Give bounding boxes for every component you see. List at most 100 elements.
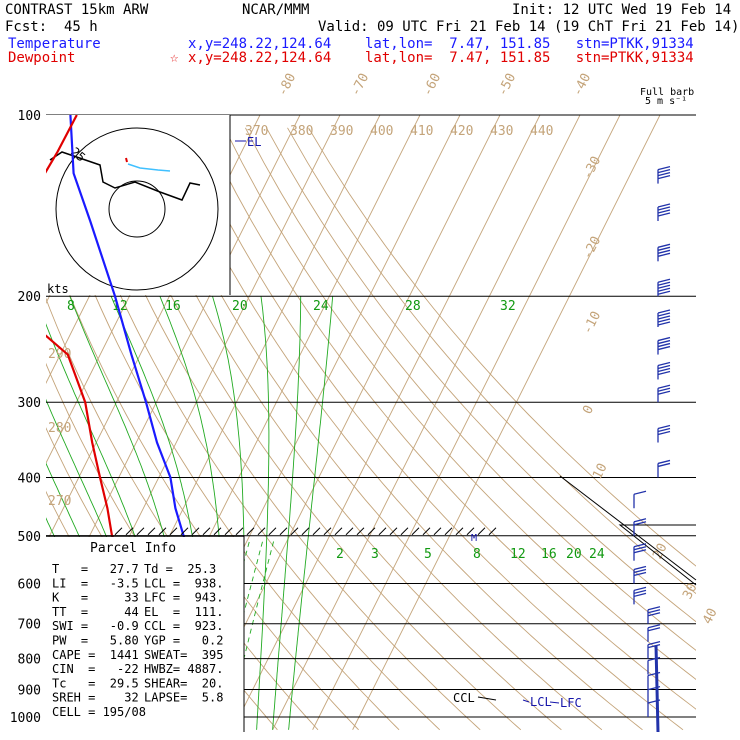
dry-adiabat [266, 127, 696, 623]
mixing-ratio-label: 24 [589, 547, 605, 562]
m-marker: M [471, 533, 477, 544]
wind-barb [657, 278, 671, 297]
parcel-info-right: EL = 111. [144, 605, 223, 619]
hatch-mark [169, 527, 178, 536]
temperature-legend-info: x,y=248.22,124.64 lat,lon= 7.47, 151.85 … [188, 36, 694, 52]
isotherm-label: 30 [680, 581, 700, 602]
parcel-info-right: LCL = 938. [144, 576, 223, 590]
parcel-info-right: CCL = 923. [144, 619, 223, 633]
wind-barbs [559, 165, 697, 733]
mixing-ratio-label: 24 [313, 299, 329, 314]
theta-label: 420 [450, 124, 473, 139]
hatch-mark [400, 527, 409, 536]
mixing-ratio-label: 32 [500, 299, 516, 314]
wind-barb [633, 490, 647, 509]
hatch-mark [367, 527, 376, 536]
theta-label: 400 [370, 124, 393, 139]
hatch-mark [235, 527, 244, 536]
wind-barb [657, 243, 671, 262]
mixing-ratio-label: 28 [405, 299, 421, 314]
hatch-mark [224, 527, 233, 536]
hatch-mark [290, 527, 299, 536]
mixing-ratio-label: 12 [510, 547, 526, 562]
moist-adiabat [256, 296, 270, 730]
wind-barb [657, 309, 671, 328]
dry-adiabat [202, 127, 696, 710]
isotherm-line [272, 115, 581, 730]
wind-barb [657, 459, 671, 478]
hatch-mark [444, 527, 453, 536]
dry-adiabat [55, 127, 441, 731]
wind-staff [654, 645, 660, 733]
hatch-mark [455, 527, 464, 536]
hatch-mark [125, 527, 134, 536]
theta-label: 380 [290, 124, 313, 139]
hatch-mark [147, 527, 156, 536]
theta-label: 290 [48, 347, 71, 362]
isotherm-label: -80 [275, 71, 299, 99]
mixing-ratio-label: 20 [566, 547, 582, 562]
barb-legend-line2: 5 m s⁻¹ [645, 96, 687, 107]
hatch-mark [323, 527, 332, 536]
pressure-label: 300 [18, 396, 41, 411]
theta-label: 430 [490, 124, 513, 139]
isotherm-label: -50 [495, 71, 519, 99]
parcel-info-right: Td = 25.3 [144, 562, 216, 576]
dry-adiabat [97, 127, 522, 731]
pressure-label: 400 [18, 471, 41, 486]
hatch-mark [334, 527, 343, 536]
theta-label: 390 [330, 124, 353, 139]
theta-label: 410 [410, 124, 433, 139]
mixing-ratio-label: 20 [232, 299, 248, 314]
hatch-mark [433, 527, 442, 536]
hatch-mark [356, 527, 365, 536]
parcel-info-left: K = 33 [52, 591, 139, 605]
parcel-info-right: YGP = 0.2 [144, 634, 223, 648]
hatch-mark [466, 527, 475, 536]
parcel-info-right: HWBZ= 4887. [144, 662, 223, 676]
hodograph-units: kts [47, 282, 69, 296]
wind-barb [647, 641, 661, 659]
moist-adiabat [288, 296, 334, 730]
isotherm-label: -10 [580, 309, 604, 337]
dewpoint-legend-label: Dewpoint [8, 50, 75, 66]
forecast-label: Fcst: [5, 19, 47, 35]
wind-barb [647, 606, 661, 624]
hatch-mark [389, 527, 398, 536]
hatch-mark [114, 527, 123, 536]
mixing-ratio-label: 8 [473, 547, 481, 562]
freezing-level-hatch [114, 527, 497, 536]
parcel-info-left: SREH = 32 [52, 691, 139, 705]
pressure-label: 800 [18, 653, 41, 668]
dewpoint-legend-info: x,y=248.22,124.64 lat,lon= 7.47, 151.85 … [188, 50, 694, 66]
dry-adiabat [181, 127, 684, 731]
parcel-info-left: SWI = -0.9 [52, 619, 139, 633]
parcel-info-left: Tc = 29.5 [52, 676, 139, 690]
mixing-ratio-label: 3 [371, 547, 379, 562]
theta-label: 280 [48, 421, 71, 436]
isotherm-label: -70 [348, 71, 372, 99]
parcel-info-left: TT = 44 [52, 605, 139, 619]
theta-label: 370 [245, 124, 268, 139]
theta-label: 270 [48, 494, 71, 509]
isotherm-line [312, 115, 621, 730]
isotherm-line [192, 115, 501, 730]
mixing-ratio-label: 16 [165, 299, 181, 314]
wind-barb [633, 586, 647, 605]
parcel-info-left: CELL = 195/08 [52, 705, 146, 719]
isotherm-label: -30 [580, 154, 604, 182]
temperature-legend-label: Temperature [8, 36, 101, 52]
pressure-label: 1000 [10, 711, 41, 726]
parcel-info-right: LFC = 943. [144, 591, 223, 605]
hatch-mark [257, 527, 266, 536]
mixing-ratio-label: 5 [424, 547, 432, 562]
pressure-label: 900 [18, 683, 41, 698]
hodograph-inset: 25 kts [46, 115, 231, 296]
parcel-info-right: LAPSE= 5.8 [144, 691, 223, 705]
init-time: Init: 12 UTC Wed 19 Feb 14 [512, 2, 731, 18]
barb-panel-edge [559, 475, 697, 581]
hatch-mark [191, 527, 200, 536]
wind-barb [633, 518, 647, 536]
hatch-mark [378, 527, 387, 536]
